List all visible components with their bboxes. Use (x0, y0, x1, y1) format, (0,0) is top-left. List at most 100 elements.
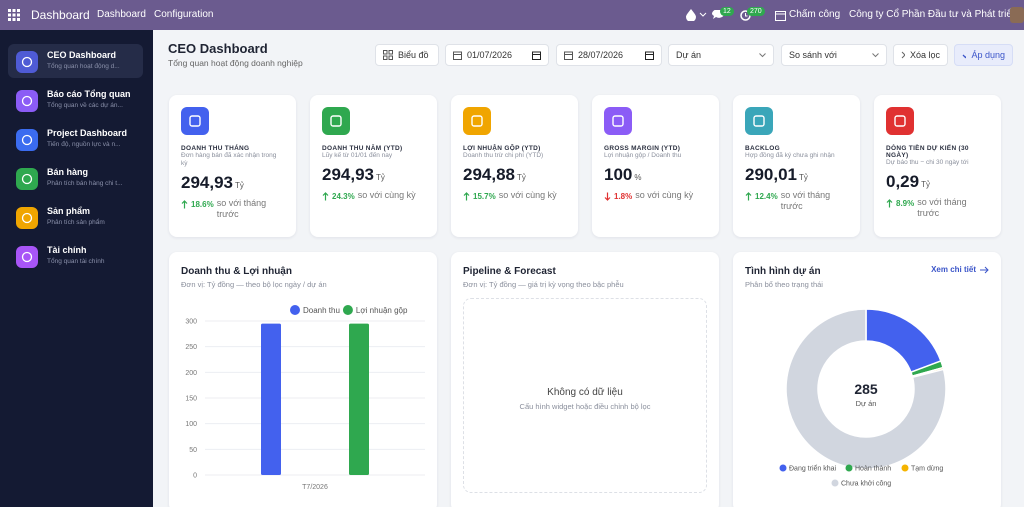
kpi-description: Hợp đồng đã ký chưa ghi nhận (745, 152, 835, 159)
kpi-value: 290,01 (745, 165, 797, 184)
page-subtitle: Tổng quan hoạt động doanh nghiệp (168, 58, 303, 68)
kpi-value: 100 (604, 165, 633, 184)
kpi-value-row: 0,29 Tỷ (886, 172, 989, 192)
kpi-icon (463, 107, 491, 135)
glyph (21, 173, 33, 185)
calendar-icon (564, 51, 573, 60)
apply-button[interactable]: Áp dụng (954, 44, 1013, 66)
compare-select[interactable]: So sánh với (781, 44, 887, 66)
activity-icon[interactable] (686, 9, 708, 21)
icon-glyph (21, 251, 33, 263)
trend-arrow (745, 192, 752, 201)
kpi-comparison: so với cùng kỳ (635, 190, 694, 200)
icon-glyph (612, 115, 624, 127)
kpi-icon (181, 107, 209, 135)
kpi-card: DOANH THU NĂM (YTD) Lũy kế từ 01/01 đến n… (310, 95, 437, 237)
y-tick-label: 150 (185, 396, 197, 403)
calendar-icon[interactable] (775, 10, 786, 21)
kpi-icon (322, 107, 350, 135)
kpi-value: 294,93 (181, 173, 233, 192)
kpi-card: DÒNG TIỀN DỰ KIẾN (30 NGÀY) Dự báo thu − … (874, 95, 1001, 237)
glyph (21, 95, 33, 107)
sidebar: CEO Dashboard Tổng quan hoạt động d... Báo… (0, 30, 153, 507)
attendance-menu[interactable]: Chấm công (789, 9, 841, 20)
sidebar-subtitle: Phân tích bán hàng chi t... (47, 180, 123, 187)
sidebar-item[interactable]: Tài chính Tổng quan tài chính (8, 239, 143, 273)
kpi-value-row: 100% (604, 165, 707, 185)
project-status-card: Tình hình dự án Phân bổ theo trạng thái … (733, 252, 1001, 507)
company-switcher[interactable]: Công ty Cổ Phần Đầu tư và Phát triể... (849, 9, 1021, 20)
calendar-icon (453, 51, 462, 60)
menu-item[interactable]: Configuration (154, 9, 214, 20)
icon-glyph (21, 134, 33, 146)
legend-swatch (901, 464, 909, 472)
date-to[interactable]: 28/07/2026 (556, 44, 662, 66)
kpi-label: BACKLOG (745, 145, 780, 152)
arrow (463, 192, 470, 201)
arrow (322, 192, 329, 201)
pipeline-card: Pipeline & Forecast Đơn vị: Tỷ đồng — gi… (451, 252, 719, 507)
icon-glyph (21, 95, 33, 107)
legend-label: Chưa khởi công (841, 480, 891, 488)
sidebar-item[interactable]: Bán hàng Phân tích bán hàng chi t... (8, 161, 143, 195)
sidebar-item[interactable]: CEO Dashboard Tổng quan hoạt động d... (8, 44, 143, 78)
chevron (759, 52, 766, 57)
apply-label: Áp dụng (971, 50, 1005, 60)
menu-item[interactable]: Dashboard (97, 9, 146, 20)
legend-label: Hoàn thành (855, 466, 891, 473)
page-title: CEO Dashboard (168, 41, 268, 56)
kpi-comparison: so với cùng kỳ (498, 190, 557, 200)
date-from[interactable]: 01/07/2026 (445, 44, 549, 66)
donut-chart: 285 Dự án Đang triển khai Hoàn thành Tạm dừn… (779, 308, 947, 488)
sidebar-icon (16, 51, 38, 73)
bar (349, 323, 369, 475)
main-content: CEO Dashboard Tổng quan hoạt động doanh … (153, 30, 1024, 507)
sidebar-title: Sản phẩm (47, 206, 91, 216)
kpi-comparison: so với tháng trước (917, 197, 967, 218)
kpi-label: LỢI NHUẬN GỘP (YTD) (463, 145, 541, 152)
arrow (745, 192, 752, 201)
kpi-description: Doanh thu trừ chi phí (YTD) (463, 152, 544, 159)
project-select[interactable]: Dự án (668, 44, 774, 66)
glyph (189, 115, 201, 127)
kpi-card: GROSS MARGIN (YTD) Lợi nhuận gộp / Doanh … (592, 95, 719, 237)
kpi-value-row: 290,01 Tỷ (745, 165, 848, 185)
apps-icon[interactable] (8, 9, 20, 21)
avatar[interactable] (1010, 7, 1024, 23)
kpi-change: 12.4% so với tháng trước (745, 190, 848, 212)
sidebar-item[interactable]: Project Dashboard Tiến độ, nguồn lực và n… (8, 122, 143, 156)
trend-arrow (886, 199, 893, 208)
kpi-unit: % (634, 173, 642, 182)
kpi-unit: Tỷ (376, 173, 385, 182)
kpi-unit: Tỷ (235, 181, 244, 190)
kpi-description: Dự báo thu − chi 30 ngày tới (886, 159, 969, 166)
kpi-change-value: 12.4% (755, 192, 778, 201)
app-name[interactable]: Dashboard (31, 8, 90, 22)
glyph (21, 134, 33, 146)
donut-slice (865, 308, 942, 374)
trend-arrow (181, 200, 188, 209)
link-label[interactable]: Xem chi tiết (931, 265, 976, 274)
kpi-description: Lũy kế từ 01/01 đến nay (322, 152, 393, 159)
view-toggle[interactable]: Biểu đồ (375, 44, 439, 66)
kpi-icon (886, 107, 914, 135)
sidebar-icon (16, 129, 38, 151)
grid-icon (383, 50, 393, 60)
sidebar-icon (16, 90, 38, 112)
arrow-icon (980, 266, 989, 273)
kpi-card: DOANH THU THÁNG Đơn hàng bán đã xác nhận … (169, 95, 296, 237)
sidebar-subtitle: Tiến độ, nguồn lực và n... (47, 141, 121, 148)
glyph (471, 115, 483, 127)
arrow (181, 200, 188, 209)
legend-label: Lợi nhuận gộp (356, 306, 408, 315)
clear-button[interactable]: Xóa lọc (893, 44, 948, 66)
date-from-value: 01/07/2026 (467, 50, 513, 60)
legend-swatch (290, 305, 300, 315)
sidebar-item[interactable]: Báo cáo Tổng quan Tổng quan về các dự án.… (8, 83, 143, 117)
arrow (886, 199, 893, 208)
sidebar-item[interactable]: Sản phẩm Phân tích sản phẩm (8, 200, 143, 234)
top-bar: Dashboard Dashboard Configuration 12 270… (0, 0, 1024, 30)
view-details-link[interactable]: Xem chi tiết (931, 265, 989, 274)
y-tick-label: 250 (185, 344, 197, 351)
